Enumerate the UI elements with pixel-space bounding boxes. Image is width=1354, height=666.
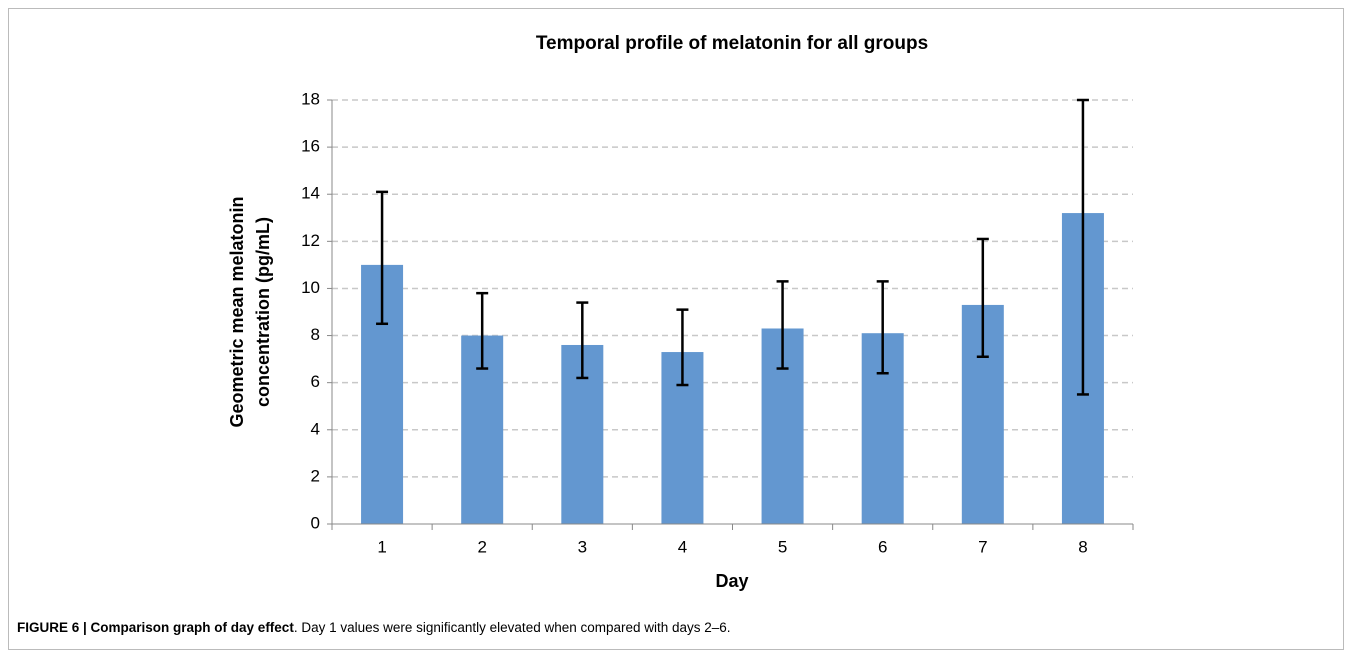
x-tick-label: 3 — [578, 537, 587, 556]
chart: Temporal profile of melatonin for all gr… — [227, 33, 1134, 591]
y-tick-label: 4 — [311, 419, 320, 438]
y-tick-label: 0 — [311, 513, 320, 532]
y-tick-label: 10 — [301, 278, 320, 297]
caption-label: FIGURE 6 | Comparison graph of day effec… — [17, 620, 294, 635]
y-tick-label: 2 — [311, 466, 320, 485]
y-tick-label: 14 — [301, 184, 320, 203]
figure-frame — [8, 8, 1344, 650]
x-tick-label: 7 — [978, 537, 987, 556]
x-tick-label: 6 — [878, 537, 887, 556]
y-tick-label: 6 — [311, 372, 320, 391]
chart-title: Temporal profile of melatonin for all gr… — [536, 33, 928, 54]
y-tick-label: 12 — [301, 231, 320, 250]
x-tick-label: 1 — [377, 537, 386, 556]
x-tick-label: 4 — [678, 537, 687, 556]
y-tick-label: 16 — [301, 137, 320, 156]
y-axis-title: concentration (pg/mL) — [253, 217, 273, 407]
y-tick-label: 8 — [311, 325, 320, 344]
figure-caption: FIGURE 6 | Comparison graph of day effec… — [17, 620, 731, 635]
x-tick-label: 8 — [1078, 537, 1087, 556]
y-tick-label: 18 — [301, 89, 320, 108]
caption-text: . Day 1 values were significantly elevat… — [293, 620, 731, 635]
x-axis-title: Day — [715, 571, 748, 591]
x-tick-label: 5 — [778, 537, 787, 556]
x-tick-label: 2 — [477, 537, 486, 556]
y-axis-title: Geometric mean melatonin — [227, 196, 247, 427]
